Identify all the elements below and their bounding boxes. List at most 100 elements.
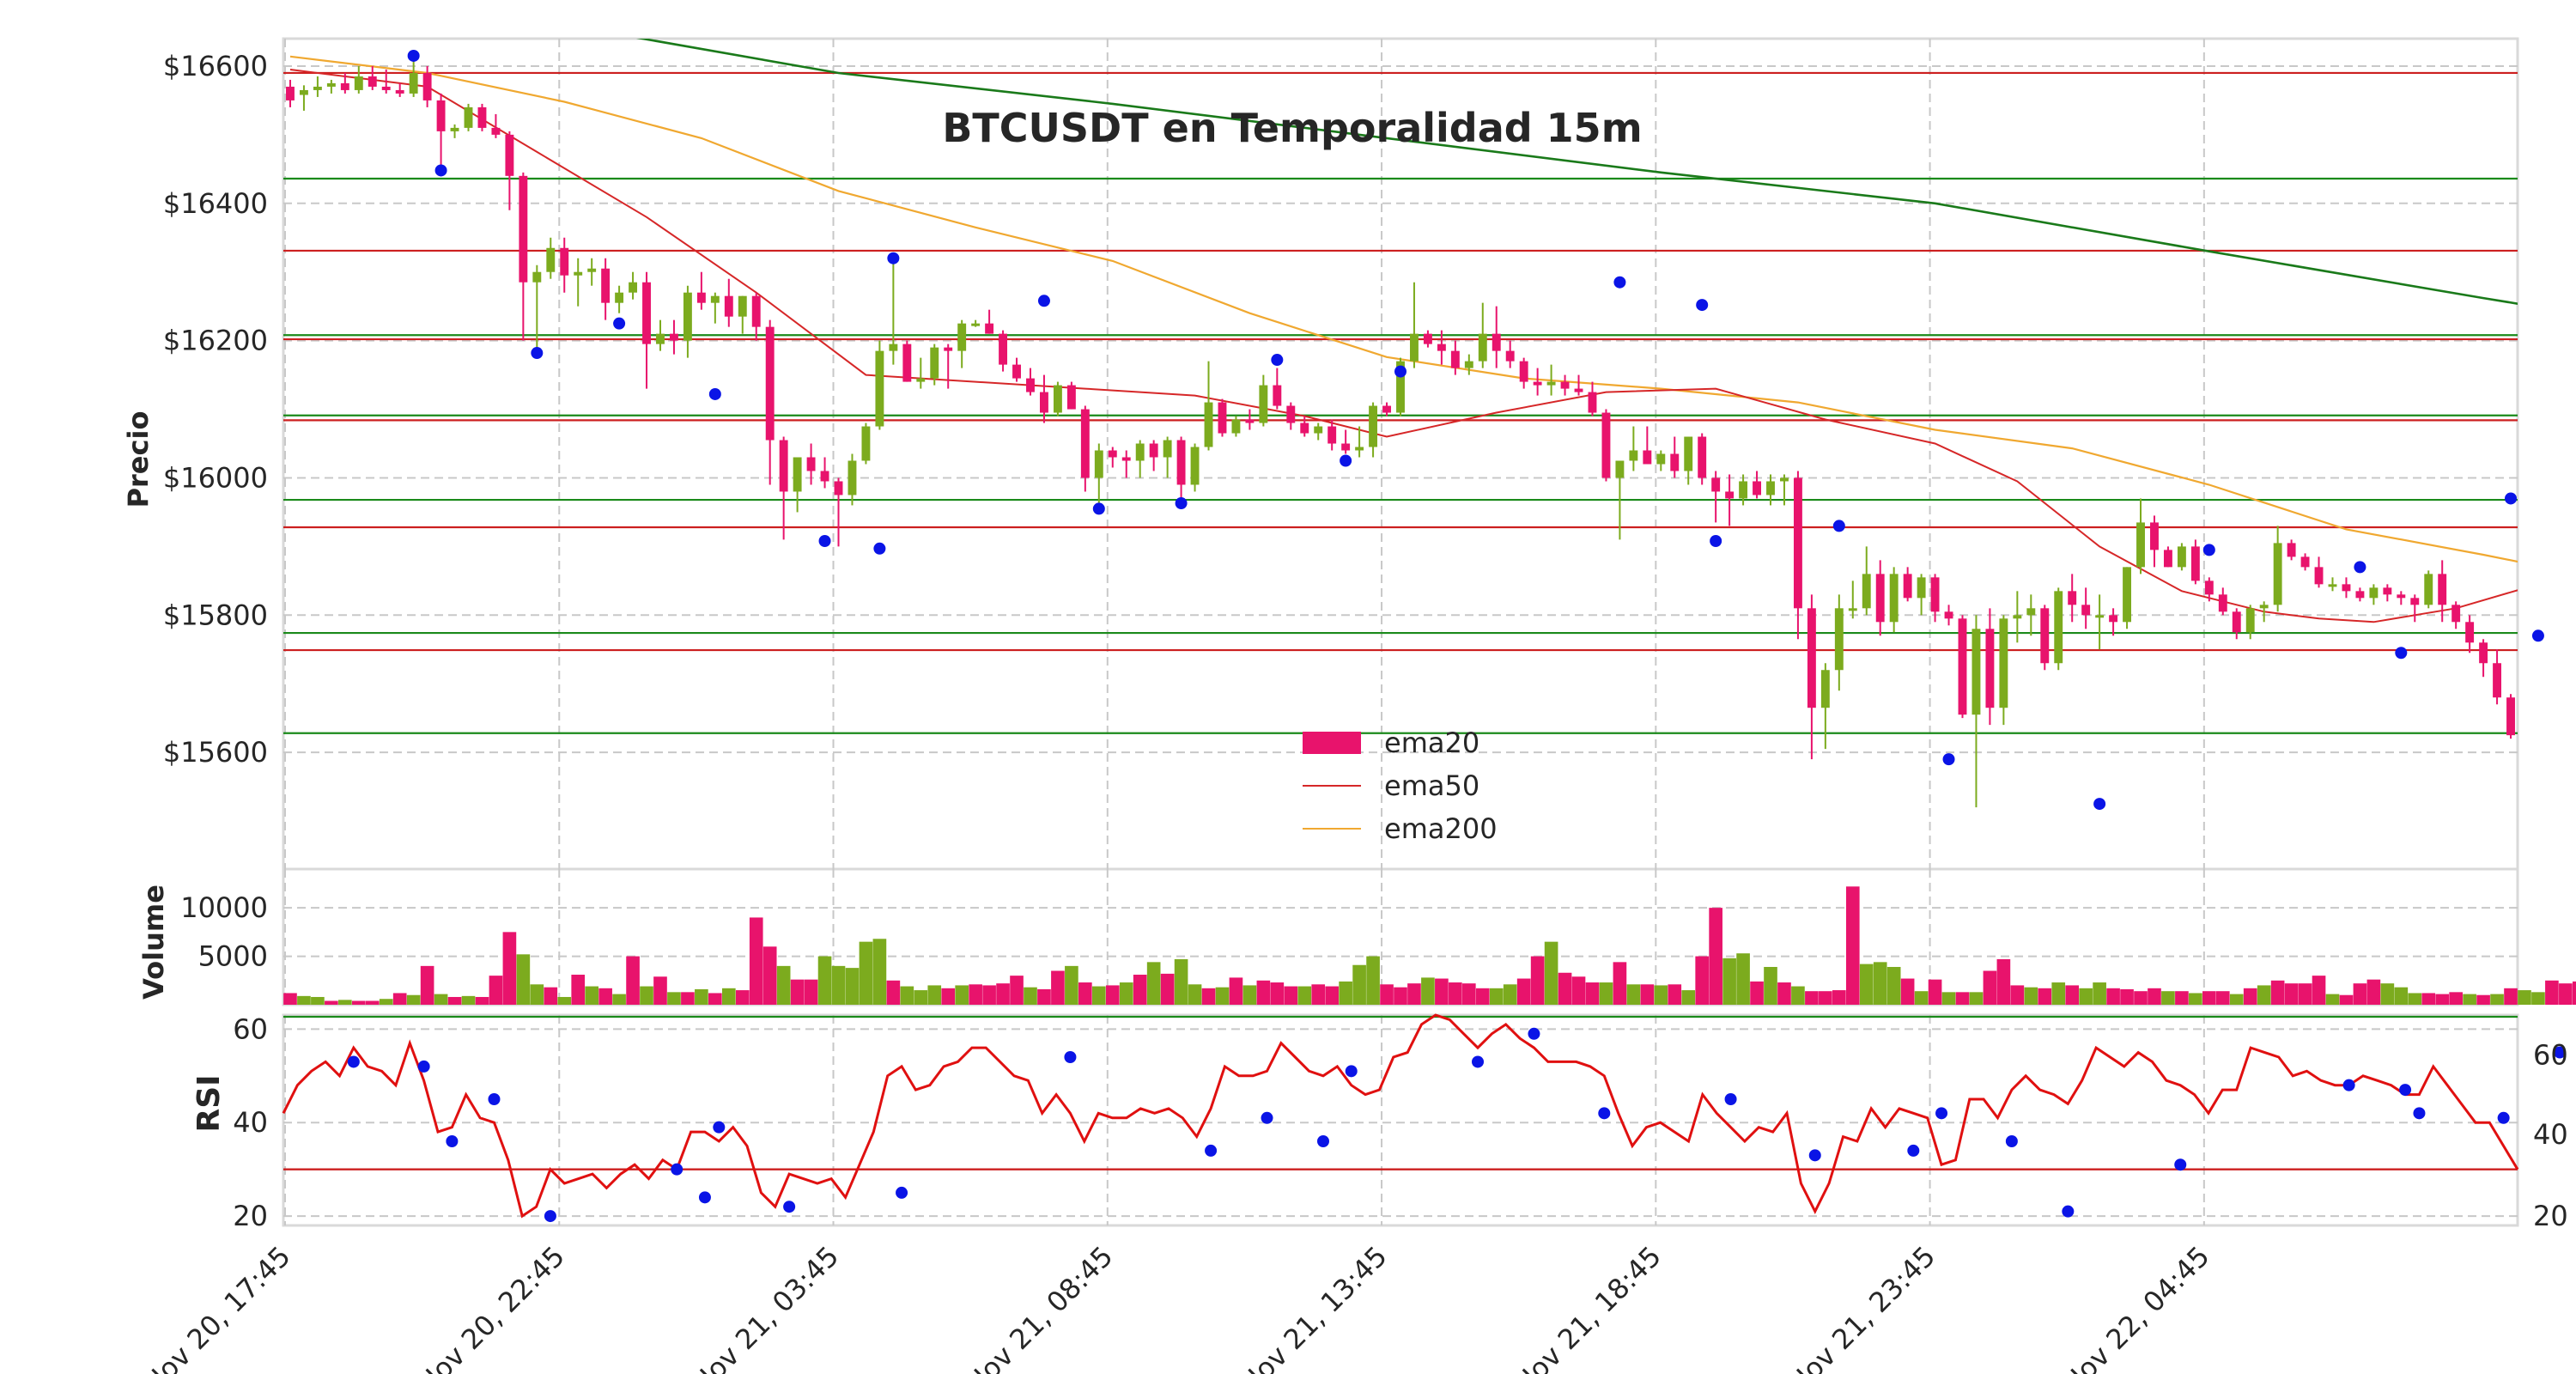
volume-bar [1640,984,1655,1005]
volume-bar [1242,985,1257,1005]
volume-bar [2024,987,2038,1005]
candle-bullish [1478,333,1487,362]
candle-bullish [1848,608,1857,611]
candle-bearish [2218,594,2227,612]
candle-bearish [1875,574,1885,623]
price-pivot-low [708,387,721,400]
candle-bullish [615,292,624,303]
rsi-pivot [2342,1079,2355,1091]
rsi-pivot [2497,1111,2510,1124]
volume-bar [817,956,832,1005]
price-axis-label: Precio [122,411,155,508]
candle-bullish [2026,608,2036,616]
volume-bar [598,988,612,1005]
volume-bar [585,986,598,1005]
volume-bar [1955,992,1970,1005]
volume-bar [1133,975,1147,1005]
price-pivot-high [1394,365,1406,378]
volume-bar [2435,994,2450,1005]
candle-bearish [985,323,994,334]
candle-bearish [2081,605,2091,616]
candle-bearish [2190,546,2200,581]
candle-bearish [1601,412,1611,478]
volume-bar [927,985,942,1005]
candle-bearish [1450,350,1460,368]
volume-bar [1325,986,1340,1005]
volume-bar [653,976,667,1005]
volume-bar [996,983,1010,1005]
volume-bar [2298,983,2312,1005]
candle-bearish [340,82,349,90]
volume-tick-label: 5000 [198,940,268,973]
candle-bullish [793,457,802,492]
candle-bearish [696,292,706,303]
volume-bar [2380,983,2395,1005]
volume-bar [1091,986,1106,1005]
candle-bearish [1533,381,1542,386]
volume-bar [2463,994,2476,1005]
volume-bar [1750,981,1764,1005]
price-pivot-low [2093,798,2106,811]
candle-bullish [1464,361,1473,368]
volume-bar [2229,994,2244,1005]
volume-bar [1174,958,1188,1005]
candle-bullish [957,323,967,351]
candle-bullish [1396,361,1405,413]
candle-bullish [2123,567,2131,623]
rsi-tick-label-left: 20 [233,1200,268,1232]
candle-bullish [930,347,939,379]
volume-bar [1736,953,1750,1005]
candle-bullish [2177,546,2186,568]
volume-bar [1530,956,1545,1005]
volume-bar [1764,966,1777,1005]
volume-bar [1859,964,1874,1005]
volume-bar [516,954,531,1005]
volume-bar [667,992,681,1005]
candle-bullish [1780,477,1789,482]
candle-bearish [1026,378,1035,392]
candle-bearish [2438,574,2447,605]
volume-bar [379,999,393,1005]
candle-bearish [1080,409,1090,478]
rsi-pivot [698,1191,711,1204]
candle-bullish [546,247,556,272]
candle-bearish [1040,392,1048,413]
candle-bullish [1889,574,1899,623]
candle-bearish [1218,402,1227,434]
candle-bearish [1944,611,1953,619]
pivot-markers [347,49,2567,1223]
volume-bar [695,988,708,1005]
price-pivot-low [1092,502,1105,515]
candle-bullish [299,89,308,95]
volume-bar [1914,991,1929,1005]
volume-bar [1886,966,1901,1005]
volume-bar [1791,986,1805,1005]
candle-bearish [1382,405,1391,413]
price-pivot-low [531,347,544,360]
volume-bar [2079,988,2093,1005]
price-pivot-low [818,534,831,547]
candle-bearish [751,295,761,327]
price-tick-label: $16000 [163,461,268,494]
candle-bullish [889,344,898,351]
volume-bar [1160,973,1175,1005]
candle-bearish [505,134,514,176]
candle-bullish [1369,405,1378,447]
candle-bearish [2383,587,2392,595]
price-pivot-low [873,542,886,555]
volume-bar [1037,988,1051,1005]
candle-bearish [1711,477,1721,492]
candle-bearish [1245,419,1255,423]
volume-bar [914,990,928,1005]
volume-bar [721,988,736,1005]
volume-axis-label: Volume [137,885,170,1000]
volume-bar [1284,986,1298,1005]
volume-bar [1983,970,1997,1005]
volume-bar [2093,982,2106,1005]
candle-bullish [1656,453,1666,465]
volume-bar [859,941,873,1005]
legend-label-ema200: ema200 [1384,812,1498,845]
candle-bearish [2314,567,2324,585]
candle-bearish [765,326,775,441]
rsi-pivot [1907,1144,1920,1157]
